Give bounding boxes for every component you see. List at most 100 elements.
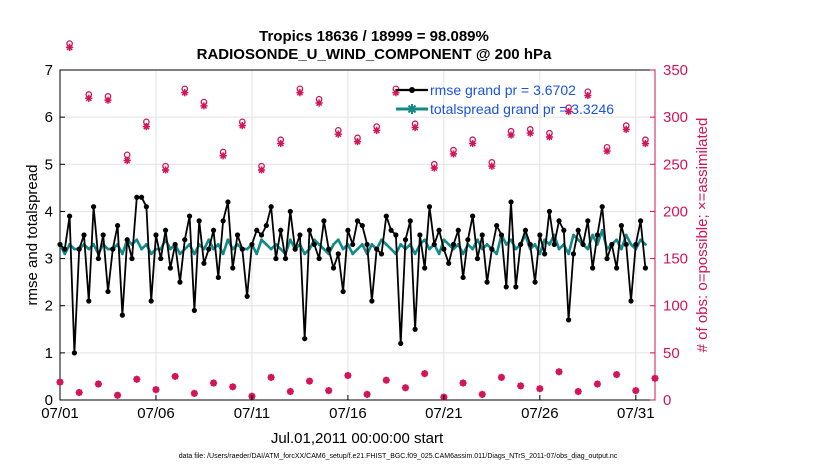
rmse-marker (498, 232, 505, 238)
rmse-marker (609, 241, 615, 248)
totalspread-marker (149, 252, 153, 256)
rmse-marker (340, 288, 346, 295)
totalspread-marker (226, 238, 230, 242)
assimilated-obs-marker (363, 390, 371, 398)
rmse-marker (566, 317, 572, 323)
rmse-marker (191, 307, 197, 314)
rmse-marker (570, 251, 577, 257)
rmse-marker (76, 246, 82, 252)
y-left-tick-label: 6 (45, 109, 53, 126)
totalspread-marker (336, 238, 340, 242)
rmse-marker (489, 246, 495, 252)
totalspread-marker (600, 228, 604, 232)
totalspread-marker (629, 243, 633, 246)
rmse-marker (86, 298, 92, 304)
totalspread-marker (476, 238, 479, 242)
assimilated-obs-marker (257, 166, 266, 174)
y-axis-label-left: rmse and totalspread (24, 165, 41, 306)
rmse-marker (383, 213, 389, 219)
rmse-marker (484, 279, 490, 285)
rmse-marker (599, 204, 605, 210)
rmse-marker (479, 232, 485, 238)
assimilated-obs-marker (593, 380, 602, 388)
totalspread-marker (437, 252, 441, 256)
y-left-tick-label: 4 (45, 203, 53, 220)
rmse-marker (508, 199, 514, 205)
rmse-marker (172, 241, 178, 248)
y-left-tick-label: 3 (45, 251, 53, 268)
totalspread-marker (471, 247, 475, 251)
rmse-marker (182, 237, 188, 243)
rmse-marker (614, 265, 620, 271)
assimilated-obs-marker (603, 147, 611, 155)
rmse-marker (465, 237, 471, 243)
plot-frame (59, 69, 656, 401)
assimilated-obs-marker (613, 370, 621, 379)
totalspread-marker (428, 247, 431, 251)
x-tick-label: 07/31 (617, 405, 655, 422)
rmse-marker (426, 204, 433, 210)
rmse-marker (551, 241, 557, 248)
footer-data-file: data file: /Users/raeder/DAI/ATM_forcXX/… (179, 453, 618, 460)
rmse-marker (580, 241, 586, 248)
assimilated-obs-marker (305, 377, 314, 385)
rmse-marker (378, 251, 385, 257)
assimilated-obs-marker (373, 126, 381, 134)
rmse-marker (561, 227, 567, 233)
rmse-marker (302, 336, 308, 342)
totalspread-marker (504, 243, 508, 246)
assimilated-obs-marker (488, 162, 496, 170)
assimilated-obs-marker (545, 133, 554, 141)
assimilated-obs-marker (296, 89, 304, 97)
y-right-tick-label: 300 (663, 109, 688, 126)
assimilated-obs-marker (478, 390, 486, 398)
x-tick-label: 07/21 (425, 405, 463, 422)
totalspread-marker (269, 247, 273, 251)
rmse-marker (316, 255, 322, 262)
totalspread-marker (567, 252, 571, 256)
rmse-marker (119, 312, 125, 318)
y-left-tick-label: 7 (45, 62, 53, 79)
assimilated-obs-marker (334, 130, 342, 138)
rmse-marker (263, 222, 269, 229)
totalspread-marker (576, 238, 580, 242)
totalspread-marker (461, 252, 465, 256)
rmse-marker (292, 246, 298, 252)
rmse-marker (148, 298, 154, 304)
rmse-marker (282, 255, 289, 262)
rmse-marker (604, 255, 610, 262)
totalspread-marker (380, 238, 383, 242)
assimilated-obs-marker (449, 150, 458, 158)
rmse-marker (196, 218, 202, 224)
y-left-tick-label: 5 (45, 156, 53, 173)
y-left-tick-label: 0 (45, 392, 53, 409)
rmse-marker (215, 274, 221, 281)
totalspread-marker (332, 243, 335, 246)
rmse-marker (446, 260, 452, 266)
rmse-marker (388, 227, 394, 233)
rmse-marker (311, 241, 317, 248)
assimilated-obs-marker (161, 166, 170, 174)
possible-obs-marker (123, 151, 131, 159)
y-right-tick-label: 250 (663, 156, 688, 173)
y-left-tick-label: 1 (45, 345, 53, 362)
rmse-marker (158, 255, 164, 262)
rmse-marker (278, 227, 284, 233)
rmse-marker (633, 241, 639, 248)
rmse-marker (354, 218, 361, 224)
rmse-marker (417, 232, 423, 238)
rmse-marker (138, 194, 145, 200)
rmse-marker (585, 218, 591, 224)
totalspread-marker (442, 238, 446, 242)
rmse-marker (254, 227, 260, 233)
totalspread-marker (370, 243, 374, 246)
rmse-marker (330, 265, 337, 271)
rmse-marker (628, 298, 634, 304)
totalspread-marker (351, 252, 355, 256)
assimilated-obs-marker (181, 89, 189, 97)
rmse-marker (239, 246, 245, 252)
totalspread-marker (245, 247, 249, 251)
totalspread-marker (495, 252, 499, 256)
y-axis-label-right: # of obs: o=possible; ×=assimilated (694, 118, 711, 353)
obs-layer (56, 40, 659, 401)
